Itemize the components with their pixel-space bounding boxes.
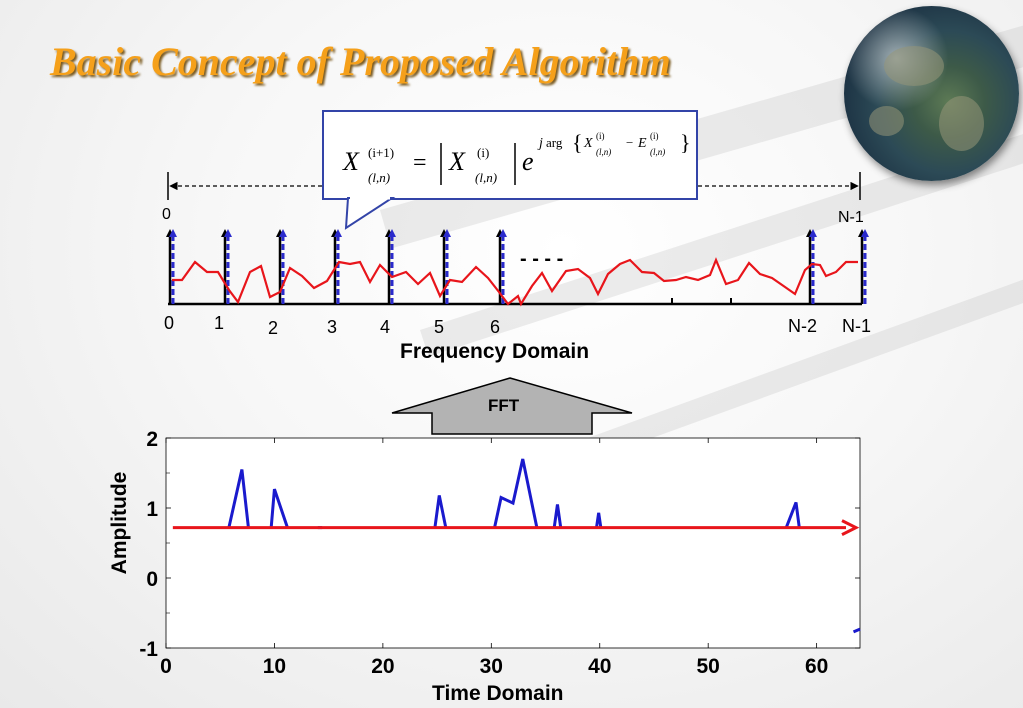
slide-title: Basic Concept of Proposed Algorithm [50, 39, 671, 84]
globe-landmass [884, 46, 944, 86]
range-start-label: 0 [162, 206, 171, 223]
signal-segment [852, 627, 861, 634]
frequency-index-label: N-1 [842, 316, 871, 336]
threshold-arrowhead [841, 519, 860, 536]
x-tick-label: 50 [697, 655, 720, 678]
y-tick-label: 0 [146, 568, 158, 591]
pilot-arrowhead [169, 229, 177, 237]
frequency-index-label: 4 [380, 317, 390, 337]
x-tick-label: 40 [588, 655, 611, 678]
pilot-arrowhead [334, 229, 342, 237]
fft-label: FFT [488, 396, 520, 415]
y-tick-label: -1 [139, 638, 158, 661]
x-tick-label: 20 [371, 655, 394, 678]
fft-arrow-shape [391, 377, 633, 435]
y-axis-label: Amplitude [108, 472, 131, 575]
x-tick-label: 30 [480, 655, 503, 678]
x-tick-label: 10 [263, 655, 286, 678]
pilot-arrowhead [224, 229, 232, 237]
background-stripe [500, 230, 1023, 491]
frequency-index-label: 2 [268, 318, 278, 338]
subcarrier-arrowhead [166, 229, 174, 237]
frequency-index-label: 3 [327, 317, 337, 337]
frequency-index-label: 1 [214, 313, 224, 333]
signal-segment [595, 512, 603, 528]
subcarrier-arrowhead [858, 229, 866, 237]
y-tick-label: 1 [146, 498, 158, 521]
subcarrier-arrowhead [221, 229, 229, 237]
x-tick-label: 60 [805, 655, 828, 678]
signal-segment [269, 488, 289, 529]
subcarrier-arrowhead [496, 229, 504, 237]
globe-landmass [939, 96, 984, 151]
signal-segment [227, 469, 250, 528]
x-tick-label: 0 [160, 655, 172, 678]
frequency-index-label: 0 [164, 313, 174, 333]
y-tick-label: 2 [146, 428, 158, 451]
subcarrier-arrowhead [276, 229, 284, 237]
formula-callout [322, 110, 698, 200]
globe-image [844, 6, 1019, 181]
signal-segment [433, 495, 448, 528]
spectrum-ellipsis: - - - - [520, 248, 563, 270]
globe-landmass [869, 106, 904, 136]
pilot-arrowhead [279, 229, 287, 237]
pilot-arrowhead [499, 229, 507, 237]
spectrum-line [172, 257, 858, 307]
subcarrier-arrowhead [331, 229, 339, 237]
frequency-index-label: N-2 [788, 316, 817, 336]
signal-segment [552, 504, 563, 528]
pilot-arrowhead [861, 229, 869, 237]
x-axis-label: Time Domain [432, 682, 563, 705]
signal-segment [784, 501, 801, 529]
